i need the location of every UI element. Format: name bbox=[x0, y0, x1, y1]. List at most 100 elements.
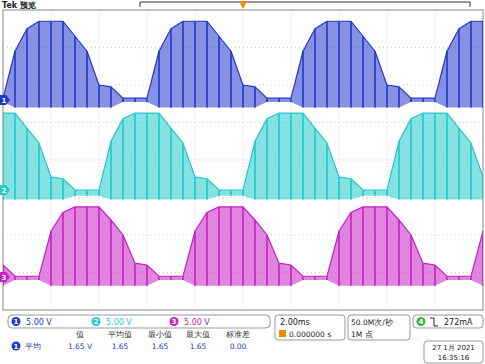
channel-badge-label: 2 bbox=[94, 318, 99, 326]
trace-sample bbox=[434, 265, 436, 286]
trace-sample bbox=[110, 220, 112, 286]
channel-badge-label: 1 bbox=[14, 343, 19, 351]
trace-sample bbox=[458, 128, 460, 199]
date: 27 1月 2021 bbox=[432, 344, 475, 352]
trace-sample bbox=[230, 207, 232, 286]
trace-sample bbox=[14, 51, 16, 107]
trace-sample bbox=[74, 36, 76, 107]
trace-sample bbox=[290, 113, 292, 199]
channel-badge-label: 1 bbox=[14, 318, 19, 326]
trigger-position-icon bbox=[279, 330, 286, 337]
trace-sample bbox=[62, 213, 64, 286]
channel-badge-label: 3 bbox=[172, 318, 177, 326]
table-header: 最小值 bbox=[148, 330, 172, 339]
trace-sample bbox=[278, 113, 280, 199]
trace-sample bbox=[398, 87, 400, 108]
trace-sample bbox=[326, 21, 328, 107]
trace-sample bbox=[362, 190, 364, 196]
trace-sample bbox=[470, 21, 472, 107]
trace-sample bbox=[326, 143, 328, 199]
traces bbox=[3, 21, 483, 285]
table-header: 最大值 bbox=[186, 330, 210, 339]
trace-band bbox=[3, 21, 483, 107]
trace-sample bbox=[266, 119, 268, 200]
trace-sample bbox=[266, 235, 268, 286]
trace-sample bbox=[218, 207, 220, 286]
record-length: 1M 点 bbox=[351, 330, 373, 339]
timebase: 2.00ms bbox=[280, 318, 310, 327]
trace-sample bbox=[230, 51, 232, 107]
trace-band bbox=[3, 113, 483, 199]
trace-sample bbox=[50, 177, 52, 200]
trace-sample bbox=[362, 36, 364, 107]
time: 16:35:16 bbox=[438, 354, 470, 362]
channel-badge bbox=[12, 317, 21, 326]
trace-sample bbox=[110, 141, 112, 199]
table-header: 值 bbox=[76, 330, 84, 339]
trace-sample bbox=[374, 207, 376, 286]
background bbox=[0, 0, 485, 364]
trace-sample bbox=[134, 113, 136, 199]
trigger-position-marker bbox=[239, 1, 247, 9]
table-cell: 1.65 bbox=[152, 342, 169, 351]
trace-sample bbox=[482, 231, 483, 285]
trace-sample bbox=[38, 143, 40, 199]
trace-sample bbox=[194, 21, 196, 107]
trace-sample bbox=[242, 85, 244, 108]
trace-sample bbox=[206, 21, 208, 107]
trace-sample bbox=[434, 113, 436, 199]
channel-marker bbox=[0, 185, 10, 195]
trace-sample bbox=[170, 128, 172, 199]
trace-sample bbox=[146, 113, 148, 199]
trace-sample bbox=[122, 119, 124, 200]
trace-sample bbox=[422, 113, 424, 199]
trace-sample bbox=[386, 85, 388, 108]
trace-sample bbox=[50, 231, 52, 285]
trace-sample bbox=[350, 213, 352, 286]
trace-band bbox=[3, 207, 483, 286]
trace-sample bbox=[398, 141, 400, 199]
trace-sample bbox=[50, 21, 52, 107]
trace-sample bbox=[86, 190, 88, 196]
trace-sample bbox=[230, 190, 232, 196]
trace-sample bbox=[254, 220, 256, 286]
channel-scale: 5.00 V bbox=[184, 318, 210, 327]
trace-sample bbox=[14, 113, 16, 199]
channel-badge-label: 4 bbox=[419, 318, 424, 326]
channel-marker bbox=[0, 95, 10, 105]
trace-sample bbox=[74, 207, 76, 286]
channel-box bbox=[8, 315, 270, 328]
trace-sample bbox=[350, 179, 352, 200]
channel-scale: 5.00 V bbox=[26, 318, 52, 327]
trace-sample bbox=[182, 143, 184, 199]
trace-sample bbox=[134, 263, 136, 286]
trace-sample bbox=[278, 263, 280, 286]
grid-line-y bbox=[3, 310, 483, 311]
trace-sample bbox=[182, 21, 184, 107]
channel-badge bbox=[12, 342, 21, 351]
trace-envelope bbox=[3, 207, 483, 276]
trace-sample bbox=[386, 207, 388, 286]
trace-sample bbox=[26, 29, 28, 108]
trace-sample bbox=[86, 51, 88, 107]
trace-sample bbox=[206, 213, 208, 286]
trace-sample bbox=[482, 21, 483, 107]
channel-badge bbox=[170, 317, 179, 326]
channel-badge bbox=[417, 317, 426, 326]
record-bar bbox=[140, 2, 470, 7]
trace-sample bbox=[218, 36, 220, 107]
timebase-box bbox=[275, 315, 345, 340]
trace-sample bbox=[458, 29, 460, 108]
trace-sample bbox=[338, 231, 340, 285]
trace-sample bbox=[290, 265, 292, 286]
trace-sample bbox=[422, 263, 424, 286]
channel-badge bbox=[92, 317, 101, 326]
trace-sample bbox=[254, 87, 256, 108]
trace-sample bbox=[158, 113, 160, 199]
trace-sample bbox=[206, 179, 208, 200]
trace-sample bbox=[314, 29, 316, 108]
trace-sample bbox=[386, 190, 388, 196]
trace-sample bbox=[374, 51, 376, 107]
trace-sample bbox=[302, 51, 304, 107]
trace-sample bbox=[362, 207, 364, 286]
